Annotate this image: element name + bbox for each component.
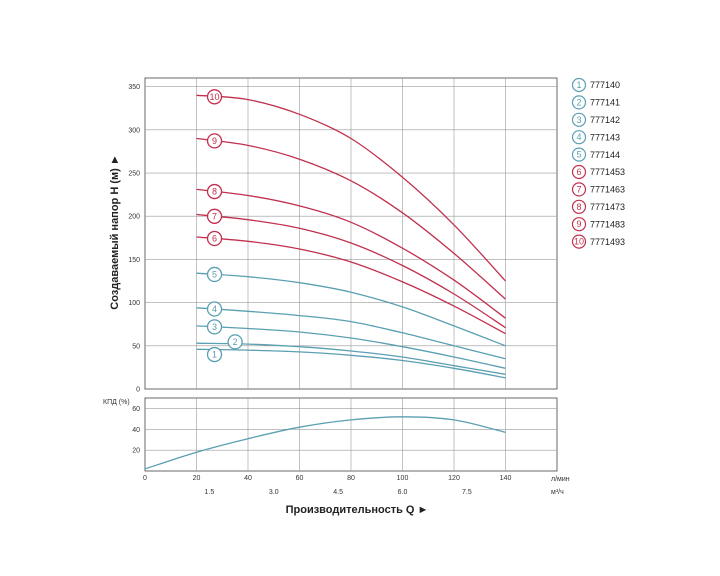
legend-item: 2 777141 [571,95,620,110]
curve-marker-label: 7 [212,211,217,221]
curve-marker-label: 2 [233,337,238,347]
curve-marker-label: 3 [212,322,217,332]
efficiency-curve [144,416,506,470]
x-tick-label: 40 [244,475,252,482]
head-chart-panel: 0 50 100 150 200 250 300 350 1 2 3 4 5 6 7 8 9 10 [128,77,558,394]
head-curve-7771493 [196,94,506,282]
curve-marker-1 [206,346,223,363]
legend-marker-8 [571,199,587,214]
legend-item-label: 7771463 [590,185,625,195]
legend-marker-label: 2 [576,97,581,107]
legend-item: 8 7771473 [571,199,625,214]
head-ytick-label: 50 [132,343,140,350]
legend-item-label: 777142 [590,115,620,125]
legend-marker-6 [571,164,587,180]
legend-marker-label: 6 [576,167,581,177]
head-ytick-label: 0 [136,387,140,394]
legend-marker-4 [571,130,587,145]
curve-marker-label: 6 [212,233,217,243]
legend-marker-10 [571,234,587,249]
curve-marker-5 [206,266,223,283]
legend: 1 777140 2 777141 3 777142 4 777143 5 777144 6 7771… [571,77,625,249]
curve-marker-2 [227,334,243,350]
legend-marker-label: 7 [576,184,581,194]
x2-tick-label: 1.5 [205,489,215,496]
legend-item-label: 7771483 [590,219,625,229]
head-ytick-label: 250 [128,171,140,178]
curve-marker-7 [206,208,223,224]
legend-marker-label: 8 [576,202,581,212]
legend-item: 6 7771453 [571,164,625,180]
curve-marker-label: 4 [212,304,217,314]
efficiency-axis-label: КПД (%) [103,399,130,406]
eff-ytick-label: 20 [132,448,140,455]
legend-marker-label: 1 [576,80,581,90]
eff-ytick-label: 40 [132,427,140,434]
legend-item: 1 777140 [571,77,620,93]
x2-tick-label: 4.5 [333,489,343,496]
x-unit-m3h: м³/ч [551,489,564,496]
curve-marker-label: 8 [212,187,217,197]
legend-item-label: 7771473 [590,202,625,212]
legend-marker-3 [571,112,587,127]
legend-item-label: 777144 [590,150,620,160]
legend-marker-7 [571,182,587,197]
head-ytick-label: 150 [128,257,140,264]
legend-marker-2 [571,95,587,110]
x2-tick-label: 7.5 [462,489,472,496]
legend-marker-label: 4 [576,132,581,142]
x2-tick-label: 3.0 [269,489,279,496]
curve-marker-8 [206,183,223,200]
head-ytick-label: 300 [128,127,140,134]
legend-item: 3 777142 [571,112,620,127]
x-tick-label: 20 [193,475,201,482]
legend-marker-label: 10 [574,237,584,247]
efficiency-chart-panel: 20 40 60 0 20 40 60 80 100 120 140 1.5 3.0 4.5 6.0 7.5 [132,397,558,496]
curve-marker-label: 9 [212,136,217,146]
curve-marker-3 [206,319,223,335]
legend-marker-label: 9 [576,219,581,229]
head-ytick-label: 100 [128,300,140,307]
curve-marker-4 [206,301,223,317]
curve-marker-label: 5 [212,269,217,279]
head-curve-7771483 [196,137,506,300]
legend-marker-1 [571,77,587,93]
legend-item: 7 7771463 [571,182,625,197]
legend-marker-label: 5 [576,150,581,160]
legend-item-label: 777143 [590,132,620,142]
legend-marker-label: 3 [576,115,581,125]
head-ytick-label: 200 [128,214,140,221]
curve-marker-label: 10 [210,92,220,102]
curve-marker-6 [206,230,223,247]
head-curve-7771473 [196,188,506,319]
legend-item-label: 777140 [590,80,620,90]
x-unit-lpm: л/мин [551,476,570,483]
legend-item-label: 7771493 [590,237,625,247]
x-tick-label: 120 [448,475,460,482]
eff-ytick-label: 60 [132,406,140,413]
legend-marker-5 [571,147,587,162]
legend-item: 9 7771483 [571,217,625,232]
legend-item: 4 777143 [571,130,620,145]
head-curve-777141 [196,342,506,375]
legend-item: 5 777144 [571,147,620,162]
curve-marker-9 [206,133,223,149]
x-tick-label: 60 [296,475,304,482]
head-curve-777142 [196,325,506,369]
x-tick-label: 140 [500,475,512,482]
y-axis-title: Создаваемый напор H (м) ► [109,154,121,309]
legend-item-label: 7771453 [590,167,625,177]
x-tick-label: 100 [397,475,409,482]
x-tick-label: 80 [347,475,355,482]
x2-tick-label: 6.0 [398,489,408,496]
legend-item: 10 7771493 [571,234,625,249]
x-axis-title: Производительность Q ► [286,504,429,516]
curve-marker-label: 1 [212,350,217,360]
legend-item-label: 777141 [590,98,620,108]
curve-marker-10 [206,89,223,105]
head-ytick-label: 350 [128,84,140,91]
x-tick-label: 0 [143,475,147,482]
legend-marker-9 [571,217,587,232]
